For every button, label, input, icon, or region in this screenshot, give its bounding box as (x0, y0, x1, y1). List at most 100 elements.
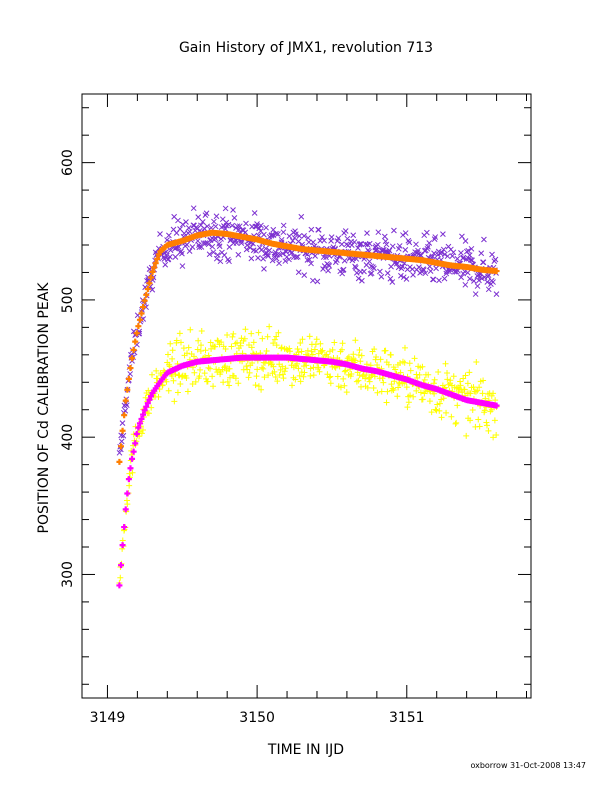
scatter-point-plus (475, 416, 482, 423)
scatter-point-plus (177, 381, 184, 388)
scatter-point-x (400, 232, 406, 238)
fit-curve-point (147, 274, 154, 281)
scatter-point-x (308, 226, 315, 233)
scatter-point-plus (410, 393, 417, 400)
scatter-point-x (222, 205, 229, 212)
scatter-point-x (225, 221, 232, 228)
scatter-point-x (199, 219, 206, 225)
fit-curve-point (135, 323, 142, 330)
fit-curve-point (146, 396, 153, 403)
scatter-point-plus (416, 371, 423, 378)
scatter-point-x (186, 248, 193, 254)
scatter-point-plus (244, 366, 251, 373)
scatter-point-plus (345, 353, 352, 360)
scatter-point-plus (282, 365, 289, 372)
series-2-group (116, 229, 500, 465)
scatter-point-x (410, 272, 416, 278)
series-3-group (116, 354, 500, 589)
scatter-point-plus (467, 390, 474, 397)
scatter-point-x (243, 220, 249, 227)
scatter-point-plus (273, 342, 280, 349)
scatter-point-plus (184, 388, 191, 395)
scatter-point-plus (277, 366, 284, 373)
scatter-point-x (472, 291, 479, 297)
scatter-point-plus (373, 354, 380, 361)
scatter-point-x (340, 266, 347, 273)
fit-curve-point (147, 393, 154, 400)
scatter-point-plus (185, 344, 192, 351)
scatter-point-plus (286, 345, 293, 352)
scatter-point-plus (450, 373, 457, 380)
scatter-point-x (361, 268, 367, 275)
fit-curve-point (117, 562, 124, 569)
scatter-point-plus (124, 501, 131, 508)
scatter-point-x (238, 240, 245, 246)
scatter-point-plus (476, 423, 483, 430)
scatter-point-x (212, 223, 219, 230)
scatter-point-x (164, 237, 170, 243)
scatter-point-x (167, 247, 174, 254)
scatter-point-plus (469, 407, 476, 414)
scatter-point-plus (245, 374, 252, 381)
scatter-point-plus (313, 336, 320, 343)
scatter-point-x (378, 273, 385, 280)
scatter-point-plus (226, 365, 233, 372)
fit-curve-point (143, 291, 150, 298)
scatter-point-x (384, 270, 391, 276)
scatter-point-x (328, 234, 335, 241)
scatter-point-plus (258, 364, 265, 371)
fit-curve-point (144, 400, 151, 407)
scatter-point-plus (221, 364, 228, 371)
scatter-point-x (425, 243, 431, 250)
fit-curve-point (132, 338, 139, 345)
scatter-point-plus (473, 358, 480, 365)
scatter-point-plus (229, 333, 236, 340)
scatter-point-x (189, 244, 196, 250)
scatter-point-x (167, 253, 173, 260)
scatter-point-x (484, 279, 491, 285)
scatter-point-x (342, 228, 349, 234)
scatter-point-plus (261, 374, 268, 381)
scatter-point-plus (309, 351, 316, 358)
scatter-point-x (355, 275, 362, 282)
scatter-point-plus (337, 384, 344, 391)
scatter-point-x (476, 277, 482, 284)
scatter-point-x (214, 252, 221, 258)
scatter-point-x (441, 275, 448, 282)
scatter-point-x (194, 238, 201, 244)
scatter-point-plus (461, 386, 468, 393)
fit-curve-point (117, 443, 124, 450)
scatter-point-x (233, 240, 240, 246)
scatter-point-x (206, 251, 213, 258)
scatter-point-plus (246, 369, 253, 376)
scatter-point-x (295, 269, 302, 276)
scatter-point-plus (235, 380, 242, 387)
series-layer (116, 205, 500, 589)
scatter-point-plus (279, 371, 286, 378)
scatter-point-x (364, 230, 370, 236)
scatter-point-plus (371, 373, 378, 380)
scatter-point-x (160, 254, 167, 261)
scatter-point-x (440, 246, 447, 253)
scatter-point-x (274, 251, 281, 258)
scatter-point-plus (145, 387, 152, 394)
scatter-point-plus (403, 384, 410, 391)
scatter-point-plus (327, 380, 334, 387)
fit-curve-point (127, 365, 134, 372)
scatter-point-plus (248, 330, 255, 337)
scatter-point-x (208, 224, 215, 231)
scatter-point-x (400, 274, 407, 281)
scatter-point-plus (352, 357, 359, 364)
scatter-point-plus (371, 346, 378, 353)
scatter-point-plus (298, 348, 305, 355)
scatter-point-plus (389, 385, 396, 392)
scatter-point-plus (329, 346, 336, 353)
scatter-point-x (352, 265, 359, 271)
scatter-point-plus (168, 373, 175, 380)
scatter-point-plus (270, 340, 277, 347)
scatter-point-x (166, 232, 172, 239)
scatter-point-x (431, 250, 437, 257)
fit-curve-point (141, 297, 148, 304)
scatter-point-x (459, 233, 465, 240)
scatter-point-plus (192, 378, 199, 385)
